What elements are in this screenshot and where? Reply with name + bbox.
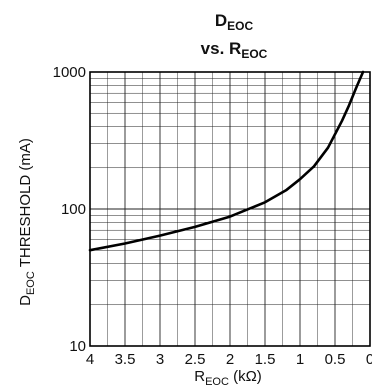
y-axis-label: DEOC THRESHOLD (mA) (17, 138, 37, 306)
y-label-rest: THRESHOLD (mA) (17, 138, 34, 271)
x-axis-label: REOC (kΩ) (194, 368, 262, 388)
title-line2-main: vs. R (201, 39, 242, 58)
x-tick-label: 0 (366, 351, 372, 368)
y-tick-label: 10 (69, 338, 86, 355)
series-group (88, 70, 365, 252)
x-tick-label: 2 (226, 351, 234, 368)
x-tick-label: 2.5 (185, 351, 206, 368)
chart-title-line1: DEOC (215, 11, 254, 33)
x-tick-label: 1.5 (255, 351, 276, 368)
x-label-unit: (kΩ) (229, 368, 262, 385)
x-tick-label: 0.5 (325, 351, 346, 368)
x-label-main: R (194, 368, 205, 385)
y-tick-label: 1000 (53, 64, 86, 81)
y-tick-label: 100 (61, 201, 86, 218)
y-label-main: D (17, 295, 34, 306)
title-line2-sub: EOC (241, 47, 267, 61)
grid (89, 71, 371, 347)
x-label-sub: EOC (205, 376, 229, 388)
x-tick-label: 3.5 (115, 351, 136, 368)
x-tick-label: 1 (296, 351, 304, 368)
series-line (88, 70, 365, 252)
plot-border (89, 71, 371, 347)
x-tick-label: 3 (156, 351, 164, 368)
tick-labels: 4 3.5 3 2.5 2 1.5 1 0.5 0 10 100 1000 (53, 64, 372, 368)
y-label-sub: EOC (25, 271, 37, 295)
title-line1-sub: EOC (227, 19, 253, 33)
chart-title-line2: vs. REOC (201, 39, 268, 61)
title-line1-main: D (215, 11, 227, 30)
x-tick-label: 4 (86, 351, 94, 368)
